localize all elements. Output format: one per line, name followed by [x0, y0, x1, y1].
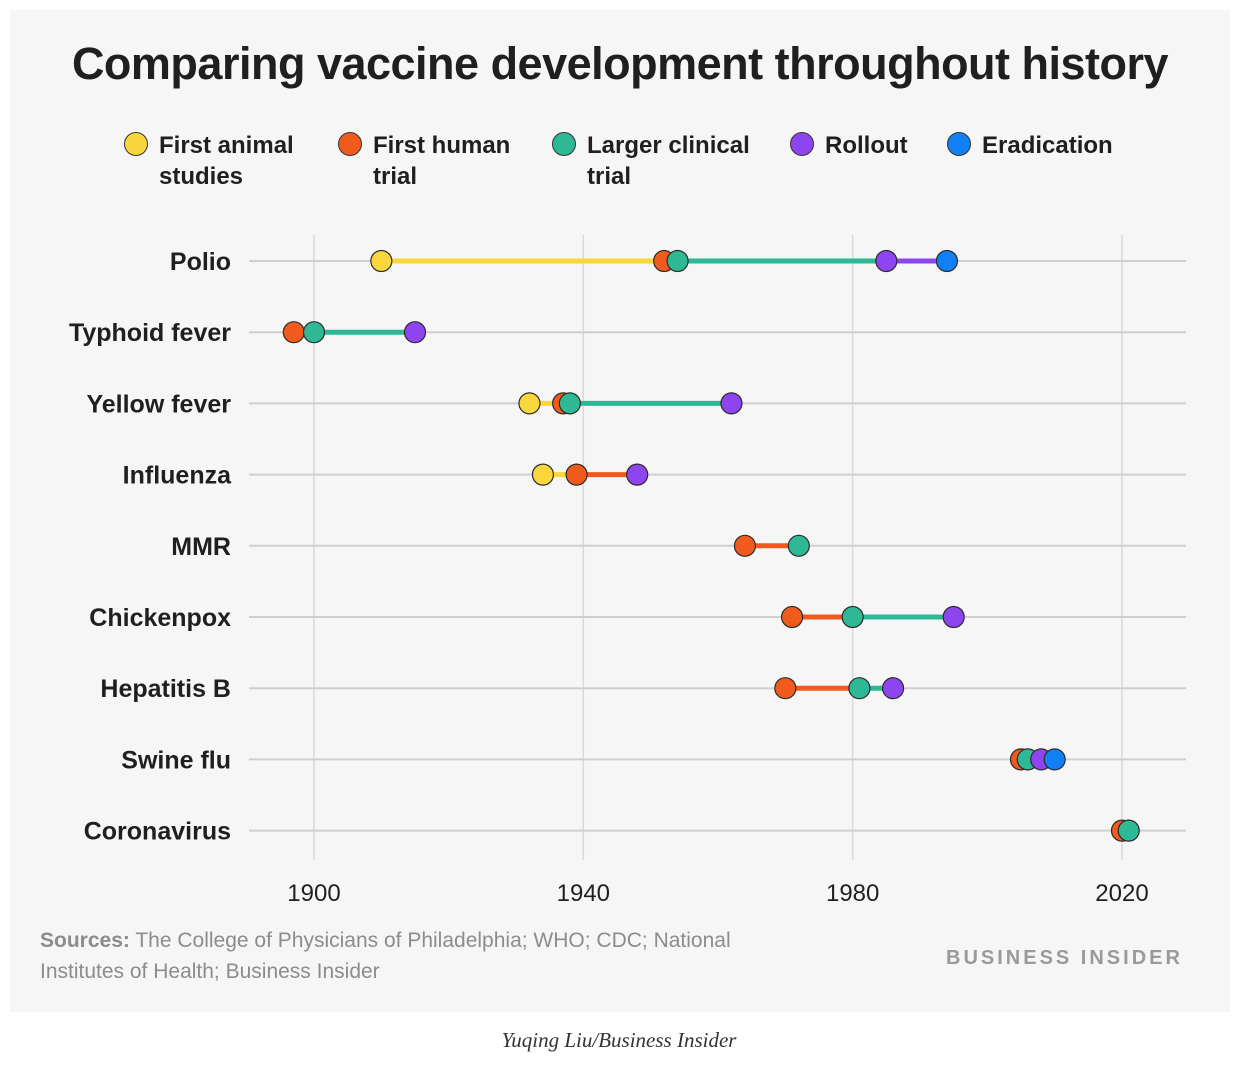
legend-dot-blue-icon: [947, 132, 971, 156]
row-label: MMR: [171, 533, 231, 561]
stage-point: [780, 605, 804, 629]
stage-point: [720, 392, 743, 415]
sources-label: Sources:: [40, 929, 130, 952]
legend-item-first-human-trial: First human trial: [338, 130, 518, 192]
stage-point: [626, 463, 649, 486]
stage-point: [881, 677, 905, 700]
row-label: Yellow fever: [86, 390, 231, 418]
stage-point: [935, 249, 959, 273]
legend-label: First human trial: [373, 132, 511, 190]
stage-point: [787, 534, 810, 557]
legend-label: Eradication: [982, 132, 1113, 159]
stage-point: [565, 463, 588, 486]
x-tick-label: 1940: [557, 880, 610, 907]
stage-point: [531, 463, 555, 486]
stage-point: [518, 392, 541, 415]
row-label: Swine flu: [121, 746, 231, 774]
legend-item-eradication: Eradication: [947, 130, 1142, 161]
sources-text: The College of Physicians of Philadelphi…: [40, 929, 731, 983]
dot-range-chart: 1900 1940 1980 2020 Polio Typhoid fever Yellow…: [69, 235, 1186, 907]
stage-point: [774, 677, 797, 700]
stage-point: [733, 534, 757, 557]
legend-item-rollout: Rollout: [790, 130, 935, 161]
x-tick-label: 1900: [287, 880, 340, 907]
legend-item-first-animal-studies: First animal studies: [124, 130, 299, 192]
brand-logo: BUSINESS INSIDER: [946, 947, 1183, 969]
stage-point: [841, 605, 864, 629]
legend-dot-teal-icon: [552, 132, 576, 156]
legend-label: Rollout: [825, 132, 908, 159]
x-tick-label: 1980: [826, 880, 879, 907]
row-label: Typhoid fever: [69, 319, 231, 347]
stage-point: [302, 321, 326, 344]
legend-dot-yellow-icon: [124, 132, 148, 156]
stage-point: [666, 249, 689, 273]
chart-panel: [10, 10, 1230, 1012]
stage-point: [558, 392, 581, 415]
row-label: Polio: [170, 248, 231, 276]
stage-point: [1043, 748, 1066, 771]
sources-note: Sources: The College of Physicians of Ph…: [40, 925, 800, 987]
stage-point: [942, 605, 965, 629]
legend-label: First animal studies: [159, 132, 294, 190]
legend-dot-orange-icon: [338, 132, 362, 156]
stage-point: [848, 677, 871, 700]
row-label: Chickenpox: [89, 604, 231, 632]
x-tick-label: 2020: [1095, 880, 1148, 907]
legend-item-larger-clinical-trial: Larger clinical trial: [552, 130, 757, 192]
stage-point: [1117, 819, 1140, 842]
chart-title: Comparing vaccine development throughout…: [71, 38, 1169, 89]
row-label: Hepatitis B: [100, 675, 231, 703]
stage-point: [370, 249, 393, 273]
stage-point: [282, 321, 305, 344]
stage-point: [403, 321, 427, 344]
legend-dot-purple-icon: [790, 132, 814, 156]
row-label: Influenza: [123, 462, 232, 490]
image-credit: Yuqing Liu/Business Insider: [501, 1028, 737, 1052]
legend-label: Larger clinical trial: [587, 132, 750, 190]
row-label: Coronavirus: [84, 818, 231, 846]
stage-point: [875, 249, 898, 273]
